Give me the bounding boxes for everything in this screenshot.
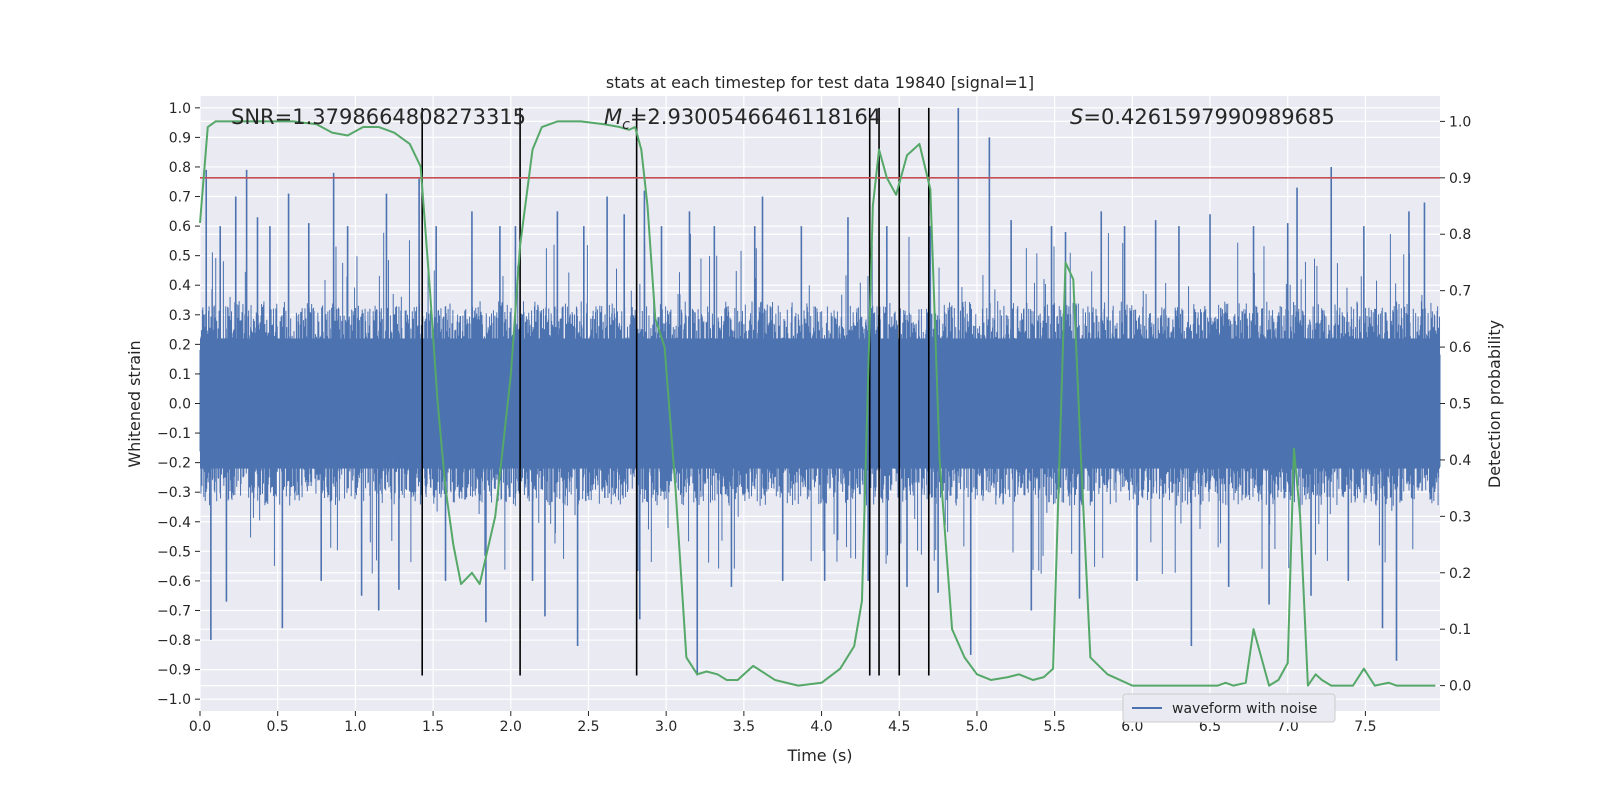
x-tick-label: 5.0 (966, 719, 988, 735)
s-annotation: S=0.4261597990989685 (1070, 105, 1335, 129)
y-tick-label: 0.5 (169, 249, 191, 265)
y-tick-label: 0.7 (169, 190, 191, 206)
chirp-mass-symbol: M (604, 105, 622, 129)
x-tick-label: 3.5 (733, 719, 755, 735)
chirp-mass-subscript: c (622, 117, 630, 133)
y2-axis-ticks: 0.0 0.1 0.2 0.3 0.4 0.5 0.6 0.7 0.8 0.9 1.0 (1440, 114, 1471, 695)
y-tick-label: 0.8 (169, 160, 191, 176)
x-axis-title: Time (s) (786, 746, 852, 765)
x-tick-label: 0.0 (189, 719, 211, 735)
y-tick-label: −1.0 (157, 692, 191, 708)
y-tick-label: −0.3 (157, 485, 191, 501)
probability-series (199, 120, 1436, 687)
y2-tick-label: 0.8 (1449, 227, 1471, 243)
probability-line (199, 120, 1436, 687)
y-tick-label: −0.1 (157, 426, 191, 442)
y-tick-label: −0.6 (157, 574, 191, 590)
legend-box (1122, 693, 1336, 723)
y2-tick-label: 0.5 (1449, 397, 1471, 413)
y2-tick-label: 0.4 (1449, 453, 1471, 469)
x-tick-label: 6.5 (1199, 719, 1221, 735)
y2-tick-label: 0.9 (1449, 171, 1471, 187)
waveform-noise (199, 232, 1441, 575)
chirp-mass-value: =2.9300546646118164 (630, 105, 881, 129)
y-tick-label: −0.7 (157, 603, 191, 619)
x-tick-label: 4.0 (810, 719, 832, 735)
x-tick-label: 2.0 (500, 719, 522, 735)
x-tick-label: 3.0 (655, 719, 677, 735)
y2-tick-label: 0.2 (1449, 566, 1471, 582)
x-axis-ticks: 0.0 0.5 1.0 1.5 2.0 2.5 3.0 3.5 4.0 4.5 5.0 5.5 6.0 6… (189, 711, 1377, 735)
y2-tick-label: 0.7 (1449, 284, 1471, 300)
y-tick-label: −0.8 (157, 633, 191, 649)
y-tick-label: 0.4 (169, 278, 191, 294)
y2-axis-title: Detection probability (1485, 320, 1504, 488)
y-axis-title: Whitened strain (125, 340, 144, 467)
x-tick-label: 1.0 (344, 719, 366, 735)
vertical-markers (421, 107, 930, 676)
x-tick-label: 7.0 (1277, 719, 1299, 735)
y2-tick-label: 1.0 (1449, 114, 1471, 130)
y2-tick-label: 0.0 (1449, 679, 1471, 695)
x-tick-label: 0.5 (267, 719, 289, 735)
y-tick-label: 1.0 (169, 101, 191, 117)
y-tick-label: −0.9 (157, 663, 191, 679)
y-tick-label: −0.4 (157, 515, 191, 531)
y2-tick-label: 0.1 (1449, 622, 1471, 638)
y2-tick-label: 0.6 (1449, 340, 1471, 356)
snr-annotation: SNR=1.3798664808273315 (231, 105, 526, 129)
y-tick-label: 0.2 (169, 337, 191, 353)
y-tick-label: −0.2 (157, 456, 191, 472)
chart-title: stats at each timestep for test data 198… (606, 73, 1034, 92)
legend: waveform with noise (1122, 693, 1336, 723)
s-symbol: S (1070, 105, 1083, 129)
x-tick-label: 2.5 (577, 719, 599, 735)
x-tick-label: 4.5 (888, 719, 910, 735)
y-tick-label: −0.5 (157, 544, 191, 560)
y-tick-label: 0.6 (169, 219, 191, 235)
y-tick-label: 0.1 (169, 367, 191, 383)
y-tick-label: 0.0 (169, 397, 191, 413)
y-tick-label: 0.9 (169, 130, 191, 146)
x-tick-label: 7.5 (1354, 719, 1376, 735)
x-tick-label: 5.5 (1044, 719, 1066, 735)
y2-tick-label: 0.3 (1449, 509, 1471, 525)
y-tick-label: 0.3 (169, 308, 191, 324)
chirp-mass-annotation: Mc=2.9300546646118164 (604, 105, 881, 133)
s-value: =0.4261597990989685 (1083, 105, 1334, 129)
y-axis-ticks: −1.0 −0.9 −0.8 −0.7 −0.6 −0.5 −0.4 −0.3 −0.2 −0.1… (157, 101, 200, 708)
waveform-series (199, 107, 1441, 676)
x-tick-label: 6.0 (1121, 719, 1143, 735)
legend-entry: waveform with noise (1172, 701, 1317, 717)
x-tick-label: 1.5 (422, 719, 444, 735)
